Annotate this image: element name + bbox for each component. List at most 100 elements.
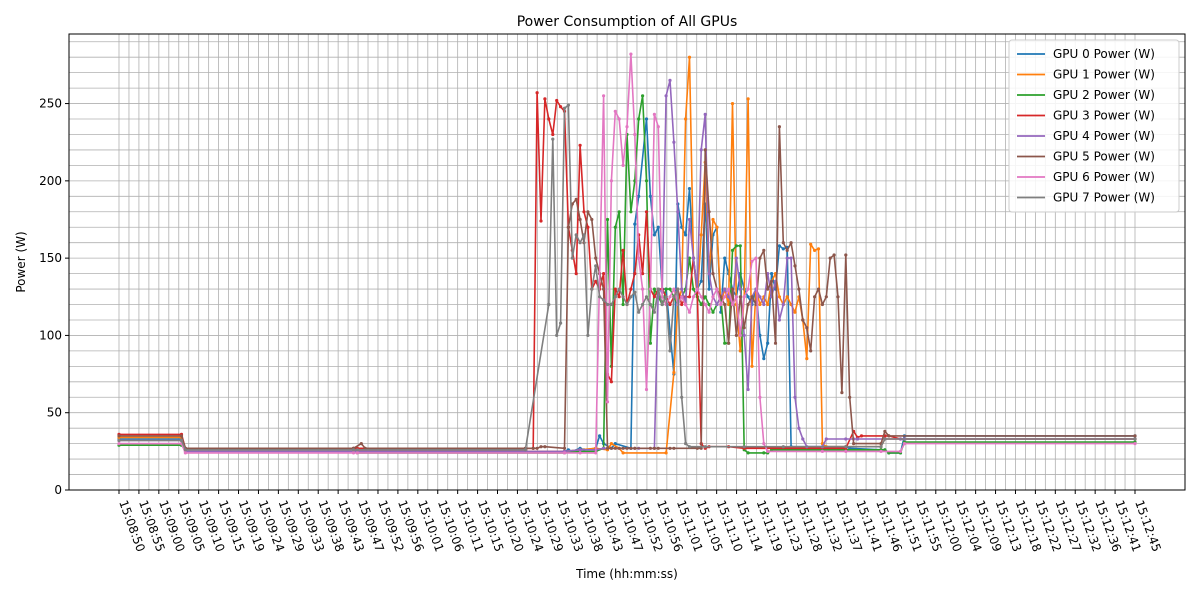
data-point [183,451,187,455]
data-point [824,295,828,299]
data-point [746,97,750,101]
data-point [586,210,590,214]
data-point [781,247,785,251]
data-point [594,264,598,268]
data-point [699,279,703,283]
data-point [578,143,582,147]
data-point [762,357,766,361]
data-point [644,295,649,299]
data-point [723,256,727,260]
data-point [789,241,793,245]
data-point [578,451,582,455]
data-point [656,446,660,450]
data-point [652,233,657,237]
y-tick-label: 250 [39,97,62,111]
data-point [672,287,676,291]
data-point [613,442,617,446]
data-point [1133,442,1137,446]
data-point [625,302,629,307]
data-point [578,241,582,245]
legend-entry: GPU 5 Power (W) [1053,150,1155,164]
data-point [820,302,825,307]
data-point [672,140,676,144]
data-point [609,442,614,446]
data-point [633,132,637,137]
data-point [562,106,567,110]
data-point [738,333,742,337]
data-point [621,451,625,455]
data-point [621,446,625,450]
data-point [770,279,774,283]
data-point [703,112,707,116]
data-point [680,302,684,307]
data-point [883,448,887,452]
data-point [602,446,606,450]
data-point [633,222,637,226]
data-point [594,451,598,455]
data-point [664,287,668,291]
data-point [793,264,797,268]
data-point [879,449,883,453]
y-tick-label: 0 [54,483,62,497]
data-point [586,333,590,337]
data-point [668,295,672,299]
data-point [664,451,668,455]
data-point [687,55,692,59]
data-point [637,194,641,198]
data-point [570,256,574,260]
data-point [668,302,672,307]
data-point [605,446,610,450]
data-point [766,287,770,291]
data-point [637,256,641,260]
data-point [664,295,668,299]
data-point [723,302,727,307]
data-point [629,52,633,56]
data-point [758,295,762,299]
data-point [543,445,547,449]
data-point [793,395,797,399]
data-point [766,302,770,307]
data-point [809,349,813,353]
data-point [644,210,649,214]
data-point [117,438,121,443]
data-point [738,244,742,248]
data-point [621,295,625,299]
series-gpu-7 [117,103,1137,452]
data-point [555,333,559,337]
data-point [758,302,762,307]
data-point [641,94,645,98]
data-point [742,445,746,449]
data-point [543,97,547,101]
data-point [351,451,356,455]
data-point [785,248,789,252]
data-point [637,117,641,121]
data-point [574,272,578,276]
data-point [539,219,543,223]
data-point [805,326,809,330]
data-point [355,451,359,455]
data-point [734,256,739,260]
data-point [652,310,657,314]
data-point [633,272,637,276]
data-point [793,310,797,314]
data-point [758,333,762,337]
data-point [797,287,801,291]
data-point [605,302,610,307]
data-point [707,302,711,307]
data-point [750,364,754,368]
data-point [668,287,672,291]
data-point [602,298,606,302]
data-point [684,442,688,446]
data-point [711,217,715,222]
legend-entry: GPU 2 Power (W) [1053,88,1155,102]
data-point [359,442,363,446]
data-point [758,256,762,260]
data-point [742,295,746,299]
data-point [785,295,789,299]
data-point [766,449,770,453]
data-point [617,446,621,450]
data-point [762,248,766,252]
data-point [648,446,653,450]
data-point [617,210,621,214]
data-point [680,295,684,299]
